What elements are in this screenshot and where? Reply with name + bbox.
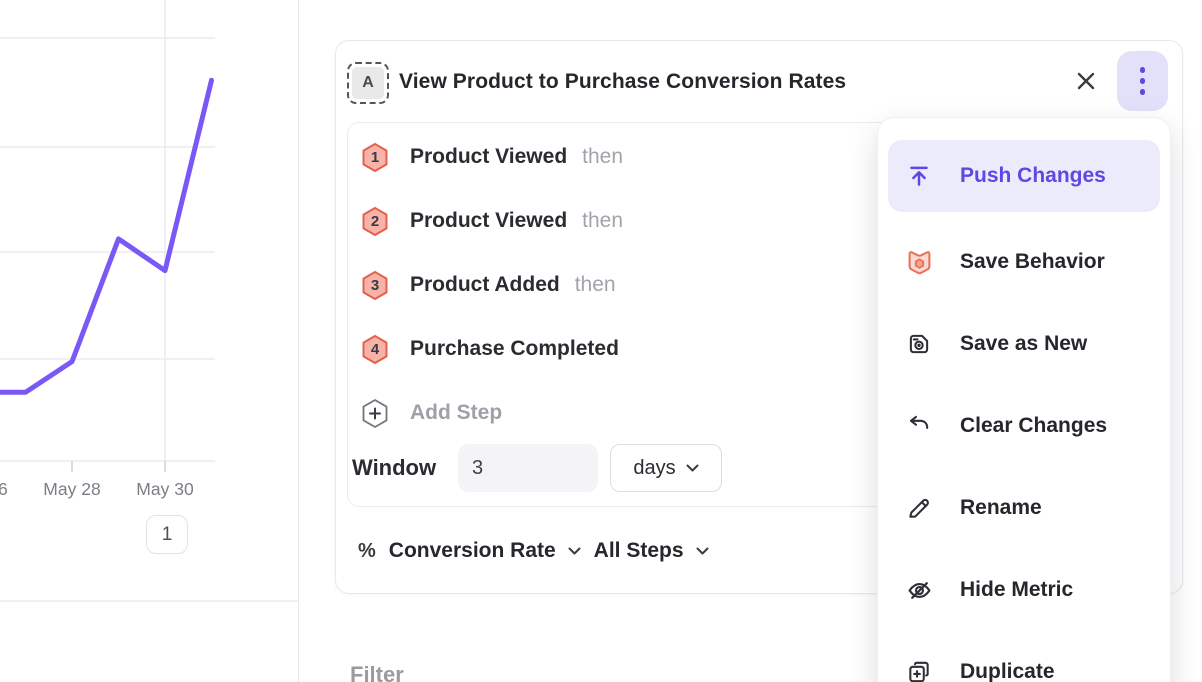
metric-context-menu: Push Changes Save Behavior Save as New bbox=[878, 118, 1170, 682]
window-unit-select[interactable]: days bbox=[610, 444, 722, 492]
chevron-down-icon bbox=[696, 547, 709, 554]
menu-item-clear-changes[interactable]: Clear Changes bbox=[888, 390, 1160, 462]
step-number-hexagon-icon: 1 bbox=[361, 142, 389, 173]
panel-divider bbox=[298, 0, 299, 682]
steps-scope-dropdown[interactable]: All Steps bbox=[594, 539, 709, 563]
step-event-name: Product Viewed bbox=[410, 209, 568, 232]
add-step-hexagon-icon bbox=[361, 398, 389, 429]
x-axis-label: May 26 bbox=[0, 479, 8, 499]
metric-badge-letter: A bbox=[352, 67, 384, 99]
step-number-hexagon-icon: 4 bbox=[361, 334, 389, 365]
funnel-step-row-2[interactable]: 2 Product Viewed then bbox=[361, 204, 623, 238]
metric-type-dropdown[interactable]: Conversion Rate bbox=[389, 539, 581, 563]
push-changes-icon bbox=[905, 162, 933, 190]
menu-item-rename[interactable]: Rename bbox=[888, 472, 1160, 544]
funnel-step-row-1[interactable]: 1 Product Viewed then bbox=[361, 140, 623, 174]
funnel-step-row-3[interactable]: 3 Product Added then bbox=[361, 268, 616, 302]
duplicate-icon bbox=[905, 658, 933, 682]
metric-type-row: % Conversion Rate All Steps bbox=[358, 536, 709, 566]
pagination-page-button[interactable]: 1 bbox=[146, 515, 188, 554]
metric-badge-a[interactable]: A bbox=[347, 62, 389, 104]
close-icon bbox=[1077, 72, 1095, 90]
step-event-name: Product Added bbox=[410, 273, 560, 296]
rename-icon bbox=[905, 494, 933, 522]
add-step-label: Add Step bbox=[410, 401, 503, 424]
filter-section-heading: Filter bbox=[350, 662, 404, 682]
menu-item-save-as-new[interactable]: Save as New bbox=[888, 308, 1160, 380]
save-behavior-icon bbox=[905, 248, 933, 276]
step-event-name: Product Viewed bbox=[410, 145, 568, 168]
conversion-line-chart bbox=[0, 0, 298, 602]
close-button[interactable] bbox=[1065, 60, 1107, 102]
hide-metric-icon bbox=[905, 576, 933, 604]
x-axis-label: May 28 bbox=[43, 479, 101, 499]
x-axis-label: May 30 bbox=[136, 479, 194, 499]
funnel-step-row-4[interactable]: 4 Purchase Completed bbox=[361, 332, 634, 366]
menu-item-duplicate[interactable]: Duplicate bbox=[888, 636, 1160, 682]
step-number-hexagon-icon: 2 bbox=[361, 206, 389, 237]
menu-item-hide-metric[interactable]: Hide Metric bbox=[888, 554, 1160, 626]
step-event-name: Purchase Completed bbox=[410, 337, 619, 360]
metric-title: View Product to Purchase Conversion Rate… bbox=[399, 70, 847, 93]
step-then-label: then bbox=[582, 145, 624, 168]
menu-item-push-changes[interactable]: Push Changes bbox=[888, 140, 1160, 212]
conversion-rate-line bbox=[0, 77, 214, 395]
window-value-input[interactable] bbox=[458, 444, 598, 492]
step-then-label: then bbox=[582, 209, 624, 232]
add-step-button[interactable]: Add Step bbox=[361, 396, 502, 430]
step-number-hexagon-icon: 3 bbox=[361, 270, 389, 301]
percent-icon: % bbox=[358, 539, 376, 562]
window-label: Window bbox=[352, 455, 437, 480]
menu-item-save-behavior[interactable]: Save Behavior bbox=[888, 226, 1160, 298]
window-unit-value: days bbox=[633, 456, 676, 479]
chart-panel: May 26 May 28 May 30 1 bbox=[0, 0, 298, 682]
kebab-menu-button[interactable] bbox=[1117, 51, 1168, 111]
step-then-label: then bbox=[574, 273, 616, 296]
clear-changes-icon bbox=[905, 412, 933, 440]
kebab-icon bbox=[1139, 67, 1146, 73]
chevron-down-icon bbox=[568, 547, 581, 554]
chevron-down-icon bbox=[686, 464, 699, 471]
save-as-new-icon bbox=[905, 330, 933, 358]
